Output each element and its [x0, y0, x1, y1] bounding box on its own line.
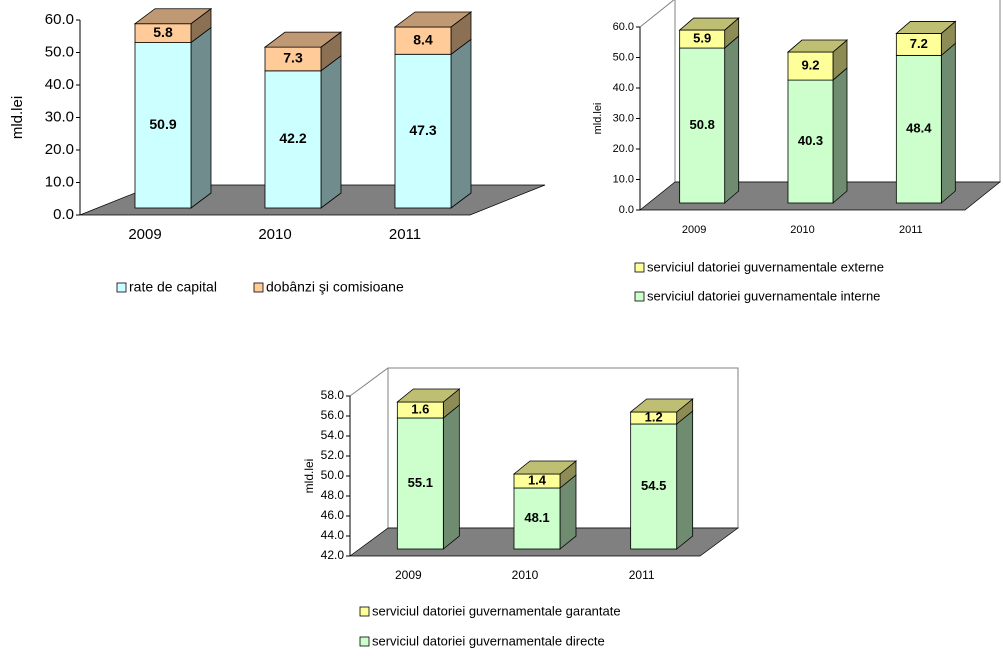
y-tick-label: 42.0 [321, 548, 345, 562]
x-tick-label: 2011 [629, 568, 655, 582]
bar [134, 42, 192, 209]
y-tick-label: 44.0 [321, 528, 345, 542]
x-tick-label: 2011 [899, 224, 923, 236]
y-axis-label: mld.lei [592, 103, 604, 135]
value-label: 55.1 [408, 475, 433, 490]
bar-top [396, 388, 461, 403]
y-tick-label: 30.0 [613, 112, 634, 124]
value-label: 5.9 [693, 31, 711, 46]
y-tick-label: 20.0 [45, 141, 74, 158]
y-tick-label: 30.0 [45, 108, 74, 125]
bar [396, 417, 444, 550]
bar-side [190, 26, 212, 209]
bar [513, 487, 561, 550]
value-label: 50.9 [149, 116, 176, 132]
y-tick-label: 60.0 [45, 11, 74, 28]
y-tick-label: 0.0 [619, 204, 634, 216]
bar-side [832, 67, 848, 204]
value-label: 48.4 [906, 121, 932, 136]
bar [895, 54, 942, 204]
bar [394, 53, 452, 209]
value-label: 42.2 [279, 130, 306, 146]
value-label: 1.4 [528, 472, 547, 487]
value-label: 47.3 [409, 122, 436, 138]
bar-side [450, 38, 472, 209]
bar-side [676, 410, 694, 550]
x-tick-label: 2009 [128, 226, 161, 243]
legend-label: serviciul datoriei guvernamentale extern… [647, 259, 884, 274]
value-label: 7.3 [283, 50, 303, 66]
bar-side [320, 55, 342, 209]
bar-side [940, 42, 956, 204]
y-tick-label: 50.0 [613, 51, 634, 63]
value-label: 5.8 [153, 24, 173, 40]
bar [679, 47, 726, 204]
y-tick-label: 52.0 [321, 448, 345, 462]
value-label: 7.2 [910, 36, 928, 51]
legend-label: serviciul datoriei guvernamentale direct… [372, 633, 605, 648]
value-label: 48.1 [524, 510, 549, 525]
bar-top [263, 31, 343, 48]
bar [264, 70, 322, 209]
x-tick-label: 2009 [395, 568, 422, 582]
bar-top [512, 460, 578, 475]
x-tick-label: 2010 [258, 226, 291, 243]
value-label: 50.8 [690, 117, 715, 132]
bar-top [678, 17, 740, 31]
y-tick-label: 50.0 [45, 43, 74, 60]
legend-swatch [634, 262, 645, 273]
legend-swatch [359, 606, 370, 617]
value-label: 9.2 [801, 57, 819, 72]
y-tick-label: 54.0 [321, 428, 345, 442]
legend-swatch [359, 636, 370, 647]
y-tick-label: 56.0 [321, 408, 345, 422]
value-label: 1.6 [411, 401, 429, 416]
y-tick-label: 0.0 [53, 206, 74, 223]
bar-side [442, 404, 460, 550]
y-tick-label: 10.0 [45, 173, 74, 190]
y-tick-label: 10.0 [613, 173, 634, 185]
value-label: 1.2 [645, 409, 663, 424]
value-label: 8.4 [413, 31, 433, 47]
y-axis-label: mld.lei [9, 96, 26, 139]
bar-top [895, 21, 957, 34]
bar-top [629, 398, 694, 413]
y-tick-label: 46.0 [321, 508, 345, 522]
wall-edge [349, 367, 389, 397]
legend-swatch [634, 291, 645, 302]
bar [787, 79, 834, 204]
legend-label: rate de capital [129, 279, 217, 295]
value-label: 40.3 [798, 133, 823, 148]
y-tick-label: 58.0 [321, 388, 345, 402]
bar-top [393, 11, 473, 28]
value-label: 54.5 [641, 478, 666, 493]
y-tick-label: 40.0 [613, 82, 634, 94]
y-axis-label: mld.lei [302, 459, 316, 494]
y-tick-label: 40.0 [45, 76, 74, 93]
y-tick-label: 60.0 [613, 21, 634, 33]
x-tick-label: 2009 [682, 224, 706, 236]
legend-swatch [116, 282, 127, 293]
bar-side [724, 35, 740, 204]
y-tick-label: 20.0 [613, 143, 634, 155]
bar-top [133, 8, 213, 25]
bar-top [786, 39, 849, 53]
x-tick-label: 2010 [790, 224, 814, 236]
legend-label: serviciul datoriei guvernamentale intern… [647, 288, 880, 303]
legend-swatch [253, 282, 264, 293]
y-tick-label: 48.0 [321, 488, 345, 502]
wall-edge [639, 0, 675, 28]
bar [787, 51, 834, 81]
x-tick-label: 2011 [389, 226, 421, 243]
legend-label: serviciul datoriei guvernamentale garant… [372, 603, 621, 618]
y-tick-label: 50.0 [321, 468, 345, 482]
x-tick-label: 2010 [512, 568, 539, 582]
legend-label: dobânzi şi comisioane [266, 279, 404, 295]
